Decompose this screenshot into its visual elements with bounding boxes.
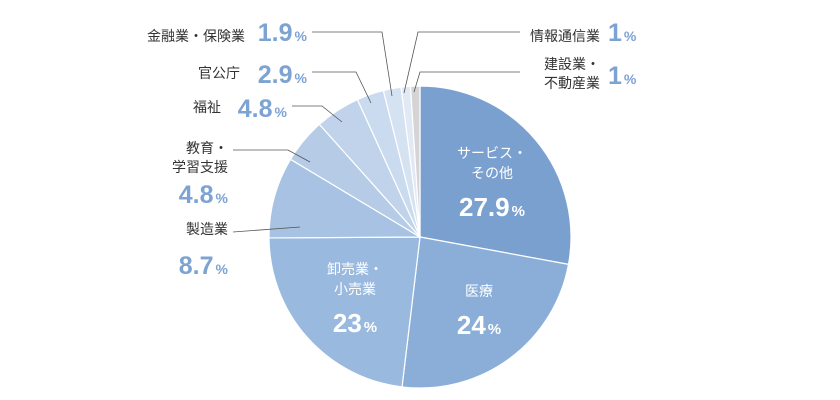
slice-9-leader-line xyxy=(403,31,520,94)
slice-3-value-unit: % xyxy=(364,319,377,336)
slice-10-wedge xyxy=(409,85,421,238)
slice-1-value: 27.9% xyxy=(459,192,525,222)
slice-10-value-unit: % xyxy=(624,71,637,87)
slice-4-label-line-1: 製造業 xyxy=(186,222,228,238)
slice-3-label-line-1: 卸売業・ xyxy=(327,262,383,278)
slice-2-value: 24% xyxy=(457,310,501,340)
leader-lines xyxy=(232,31,520,233)
slice-8-value-number: 1.9 xyxy=(258,19,293,47)
slice-7-value: 2.9% xyxy=(258,61,308,89)
slice-9-value-number: 1 xyxy=(608,19,622,47)
slice-7-label-line-1: 官公庁 xyxy=(198,66,240,82)
slice-6-leader-line xyxy=(292,105,343,123)
slice-3-label-line-2: 小売業 xyxy=(334,282,376,298)
pie-slices xyxy=(268,85,572,389)
slice-6-value-unit: % xyxy=(275,104,288,120)
slice-2-value-number: 24 xyxy=(457,310,486,340)
slice-2-label-line-1: 医療 xyxy=(465,283,493,300)
slice-5-leader-line xyxy=(233,149,311,163)
slice-3-value: 23% xyxy=(333,308,377,338)
slice-4-wedge xyxy=(268,158,423,239)
slice-6-label-line-1: 福祉 xyxy=(193,100,221,116)
slice-5-value-unit: % xyxy=(216,190,229,206)
slice-2-wedge xyxy=(401,236,570,389)
slice-8-leader-line xyxy=(312,31,393,97)
slice-7-leader-line xyxy=(312,71,372,104)
slice-5-value-number: 4.8 xyxy=(179,181,214,209)
slice-5-label-line-2: 学習支援 xyxy=(172,160,228,176)
slice-9-value: 1% xyxy=(608,19,637,47)
slice-4-leader-line xyxy=(232,226,301,233)
slice-5-label-line-1: 教育・ xyxy=(186,141,228,157)
slice-4-value: 8.7% xyxy=(179,252,229,280)
slice-1-wedge xyxy=(419,85,572,266)
slice-8-label-line-1: 金融業・保険業 xyxy=(147,29,245,45)
slice-3-wedge xyxy=(268,236,421,388)
slice-9-value-unit: % xyxy=(624,28,637,44)
slice-10-value-number: 1 xyxy=(608,62,622,90)
slice-8-value: 1.9% xyxy=(258,19,308,47)
slice-6-value: 4.8% xyxy=(238,95,288,123)
slice-1-value-unit: % xyxy=(512,203,525,220)
slice-8-value-unit: % xyxy=(295,28,308,44)
slice-10-leader-line xyxy=(413,71,520,93)
slice-6-value-number: 4.8 xyxy=(238,95,273,123)
slice-7-value-number: 2.9 xyxy=(258,61,293,89)
slice-10-label-line-1: 建設業・ xyxy=(544,57,600,73)
slice-9-label-line-1: 情報通信業 xyxy=(530,29,600,45)
slice-4-value-unit: % xyxy=(216,261,229,277)
slice-4-value-number: 8.7 xyxy=(179,252,214,280)
slice-7-value-unit: % xyxy=(295,70,308,86)
slice-1-value-number: 27.9 xyxy=(459,192,510,222)
slice-10-value: 1% xyxy=(608,62,637,90)
slice-5-value: 4.8% xyxy=(179,181,229,209)
slice-3-value-number: 23 xyxy=(333,308,362,338)
slice-1-label-line-1: サービス・ xyxy=(457,146,527,162)
slice-1-label-line-2: その他 xyxy=(471,166,513,182)
slice-2-value-unit: % xyxy=(488,321,501,338)
slice-10-label-line-2: 不動産業 xyxy=(544,76,600,92)
slice-labels: サービス・その他 27.9 % 医療 24 % 卸売業・小売業 23 % 製造業 8.7 % 教育・学習… xyxy=(147,19,637,340)
